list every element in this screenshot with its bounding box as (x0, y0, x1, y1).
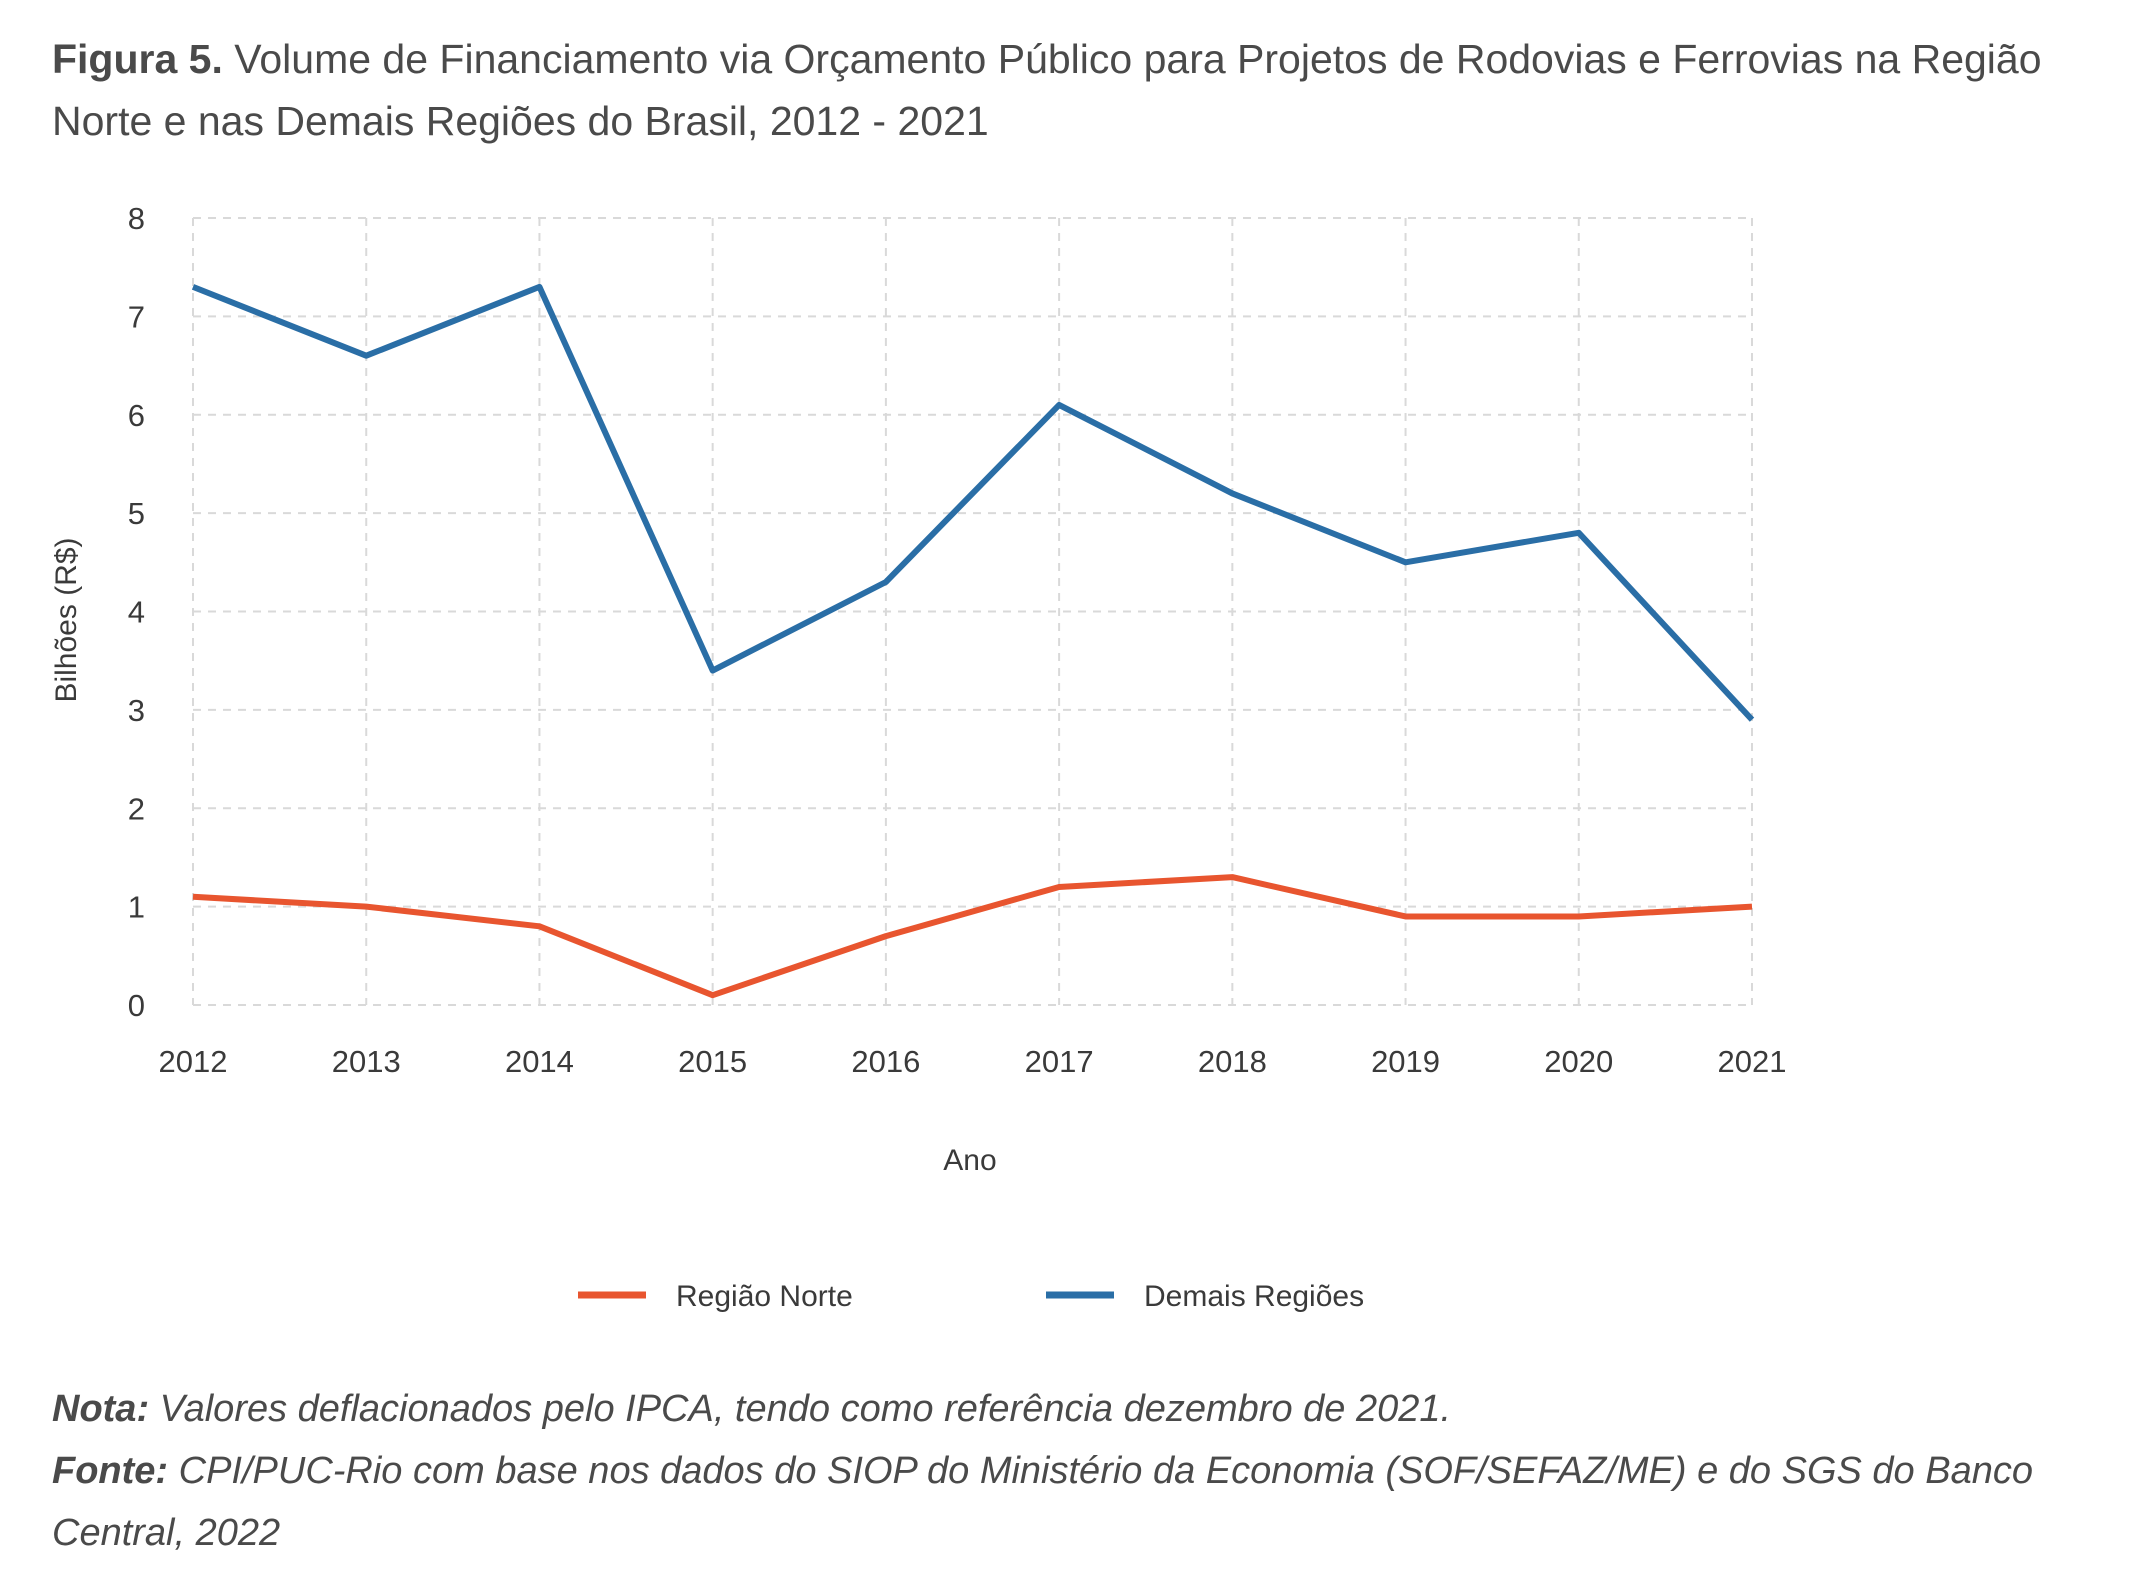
fonte: Fonte: CPI/PUC-Rio com base nos dados do… (52, 1440, 2112, 1564)
fonte-label: Fonte: (52, 1450, 169, 1492)
fonte-text: CPI/PUC-Rio com base nos dados do SIOP d… (52, 1450, 2033, 1554)
x-tick-label: 2014 (505, 1044, 574, 1079)
nota-label: Nota: (52, 1388, 150, 1430)
y-tick-label: 1 (128, 890, 145, 925)
legend-label: Região Norte (676, 1280, 853, 1313)
figure-title-text: Volume de Financiamento via Orçamento Pú… (52, 36, 2042, 144)
x-tick-label: 2016 (851, 1044, 920, 1079)
x-axis-ticks: 2012 2013 2014 2015 2016 2017 2018 2019 2020 2021 (159, 1044, 1787, 1079)
series-line (192, 874, 1753, 999)
y-tick-label: 2 (128, 791, 145, 826)
grid-lines (192, 217, 1753, 1006)
y-tick-label: 5 (128, 496, 145, 531)
y-axis-label: Bilhões (R$) (50, 537, 83, 702)
x-tick-label: 2013 (332, 1044, 401, 1079)
nota-text: Valores deflacionados pelo IPCA, tendo c… (149, 1388, 1452, 1430)
y-tick-label: 4 (128, 595, 145, 630)
y-tick-label: 7 (128, 299, 145, 334)
legend: Região Norte Demais Regiões (578, 1280, 1364, 1313)
nota: Nota: Valores deflacionados pelo IPCA, t… (52, 1378, 2112, 1440)
x-tick-label: 2019 (1371, 1044, 1440, 1079)
series-lines (191, 283, 1755, 999)
x-tick-label: 2012 (159, 1044, 228, 1079)
y-tick-label: 3 (128, 693, 145, 728)
x-tick-label: 2015 (678, 1044, 747, 1079)
x-tick-label: 2020 (1544, 1044, 1613, 1079)
y-tick-label: 0 (128, 988, 145, 1023)
x-tick-label: 2018 (1198, 1044, 1267, 1079)
y-tick-label: 6 (128, 398, 145, 433)
chart-notes: Nota: Valores deflacionados pelo IPCA, t… (52, 1378, 2112, 1564)
series-line (191, 283, 1755, 722)
y-tick-label: 8 (128, 201, 145, 236)
x-tick-label: 2021 (1718, 1044, 1787, 1079)
legend-label: Demais Regiões (1144, 1280, 1364, 1313)
figure-title: Figura 5. Volume de Financiamento via Or… (52, 28, 2112, 152)
x-tick-label: 2017 (1025, 1044, 1094, 1079)
figure-label: Figura 5. (52, 36, 223, 82)
y-axis-ticks: 0 1 2 3 4 5 6 7 8 (128, 201, 145, 1023)
x-axis-label: Ano (943, 1144, 996, 1177)
